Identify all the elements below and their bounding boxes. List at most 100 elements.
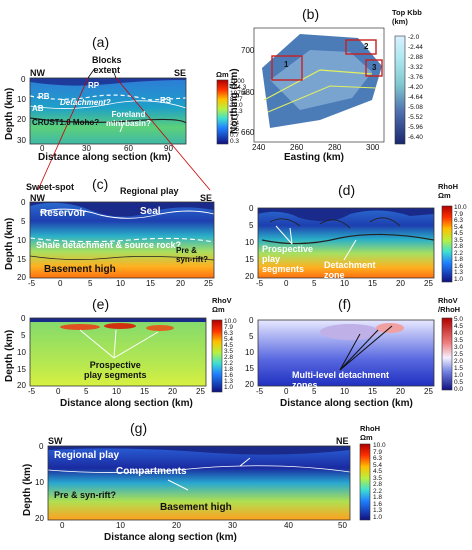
regional-play-label-g: Regional play bbox=[54, 450, 120, 461]
x-axis-label-e: Distance along section (km) bbox=[60, 398, 193, 409]
xtick-g: 30 bbox=[228, 521, 237, 530]
cbar-d-tick: 1.0 bbox=[454, 275, 464, 283]
cbar-e-tick: 10.0 bbox=[224, 318, 237, 325]
cbar-g-tick: 2.8 bbox=[373, 481, 383, 488]
cbar-g-tick: 2.2 bbox=[373, 487, 383, 495]
cbar-e-tick: 7.9 bbox=[224, 324, 234, 331]
ytick-e: 20 bbox=[17, 381, 26, 390]
xtick-f: 0 bbox=[284, 387, 289, 396]
ytick-c: 5 bbox=[21, 217, 26, 226]
cbar-e-tick: 2.8 bbox=[224, 354, 234, 361]
xtick-c: 20 bbox=[176, 279, 185, 288]
cbar-a-tick: 87.7 bbox=[230, 96, 243, 103]
cbar-g-tick: 10.0 bbox=[373, 442, 386, 449]
ytick-g: 0 bbox=[39, 442, 44, 451]
cbar-g-tick: 3.5 bbox=[373, 474, 383, 482]
cbar-b-tick: -6.40 bbox=[408, 134, 423, 141]
xtick-a-1: 30 bbox=[82, 144, 91, 153]
panel-c-section bbox=[29, 201, 215, 279]
detachment-label-a: Detachment? bbox=[60, 98, 111, 107]
regional-play-label-c: Regional play bbox=[120, 186, 179, 196]
xtick-f: 20 bbox=[396, 387, 405, 396]
cbar-a-tick: 3.4 bbox=[230, 120, 240, 127]
xtick-e: 25 bbox=[196, 387, 205, 396]
xtick-c: -5 bbox=[28, 279, 36, 288]
cbar-e-tick: 4.5 bbox=[224, 342, 234, 349]
ytick-a-2: 20 bbox=[17, 115, 26, 124]
cbar-d-tick: 1.6 bbox=[454, 262, 464, 270]
ytick-f: 15 bbox=[245, 364, 254, 373]
prospective-play-label-d: Prospective play segments bbox=[262, 244, 314, 274]
reservoir-label: Reservoir bbox=[40, 208, 87, 219]
xtick-a-3: 90 bbox=[164, 144, 173, 153]
ytick-e: 0 bbox=[21, 314, 26, 323]
cbar-a-tick: 7.7 bbox=[230, 114, 240, 121]
blocks-extent-label: Blocks extent bbox=[92, 55, 122, 75]
cbar-b-tick: -3.76 bbox=[408, 74, 423, 81]
colorbar-f bbox=[441, 317, 453, 391]
panel-c-label: (c) bbox=[92, 176, 109, 192]
cbar-a-tick: 0.3 bbox=[230, 138, 240, 145]
cbar-a-tick: 197.4 bbox=[230, 90, 247, 97]
cbar-e-tick: 2.2 bbox=[224, 360, 234, 367]
xtick-d: -5 bbox=[256, 279, 264, 288]
xtick-c: 15 bbox=[146, 279, 155, 288]
cbar-g-tick: 1.6 bbox=[373, 500, 383, 508]
seal-label: Seal bbox=[140, 206, 161, 217]
cbar-a-tick: 17.3 bbox=[230, 108, 243, 115]
ytick-b-1: 680 bbox=[241, 88, 255, 97]
se-label-a: SE bbox=[174, 68, 187, 78]
cbar-b-tick: -5.08 bbox=[408, 104, 423, 111]
cbar-f-tick: 4.5 bbox=[454, 323, 464, 330]
ytick-d: 20 bbox=[245, 272, 254, 281]
ytick-f: 0 bbox=[249, 316, 254, 325]
cbar-g-tick: 1.8 bbox=[373, 494, 383, 501]
cbar-d-tick: 3.5 bbox=[454, 236, 464, 244]
box-3-label: 3 bbox=[372, 63, 377, 72]
compartments-label: Compartments bbox=[116, 466, 187, 477]
basement-high-label-g: Basement high bbox=[160, 502, 232, 513]
cbar-b-tick: -2.44 bbox=[408, 44, 423, 51]
xtick-e: 5 bbox=[84, 387, 89, 396]
se-label-c: SE bbox=[200, 193, 213, 203]
xtick-e: -5 bbox=[28, 387, 36, 396]
panel-b-map bbox=[253, 27, 385, 143]
ytick-c: 20 bbox=[17, 273, 26, 282]
cbar-f-tick: 1.0 bbox=[454, 372, 464, 379]
cbar-b-tick: -4.64 bbox=[408, 94, 423, 101]
cbar-f-tick: 0.5 bbox=[454, 379, 464, 386]
ytick-d: 10 bbox=[245, 238, 254, 247]
ytick-f: 10 bbox=[245, 348, 254, 357]
cbar-d-tick: 2.2 bbox=[454, 249, 464, 257]
pre-syn-rift-label-g: Pre & syn-rift? bbox=[54, 490, 117, 500]
ytick-c: 10 bbox=[17, 236, 26, 245]
unit-g: RhoH Ωm bbox=[360, 424, 380, 442]
cbar-g-tick: 5.4 bbox=[373, 461, 383, 469]
xtick-b-3: 300 bbox=[366, 143, 380, 152]
sweet-spot-label: Sweet-spot bbox=[26, 182, 75, 192]
ytick-b-0: 700 bbox=[241, 46, 255, 55]
xtick-g: 50 bbox=[338, 521, 347, 530]
cbar-e-tick: 1.8 bbox=[224, 366, 234, 373]
cbar-g-tick: 7.9 bbox=[373, 448, 383, 456]
cbar-d-tick: 5.4 bbox=[454, 223, 464, 231]
nw-label-a: NW bbox=[30, 68, 45, 78]
x-axis-label-f: Distance along section (km) bbox=[280, 398, 413, 409]
xtick-c: 0 bbox=[58, 279, 63, 288]
xtick-c: 10 bbox=[116, 279, 125, 288]
detachment-zone-label: Detachment zone bbox=[324, 260, 376, 280]
xtick-f: 15 bbox=[368, 387, 377, 396]
cbar-d-tick: 10.0 bbox=[454, 204, 467, 211]
panel-d-label: (d) bbox=[338, 182, 356, 198]
xtick-d: 15 bbox=[368, 279, 377, 288]
xtick-f: 5 bbox=[312, 387, 317, 396]
cbar-d-tick: 2.8 bbox=[454, 243, 464, 250]
xtick-a-0: 0 bbox=[40, 144, 45, 153]
cbar-d-tick: 7.9 bbox=[454, 210, 464, 218]
cbar-e-tick: 6.3 bbox=[224, 330, 234, 337]
xtick-a-2: 60 bbox=[124, 144, 133, 153]
cbar-d-tick: 1.3 bbox=[454, 269, 464, 276]
panel-e-section bbox=[29, 317, 207, 387]
xtick-d: 20 bbox=[396, 279, 405, 288]
cbar-a-tick: 39.0 bbox=[230, 102, 243, 109]
